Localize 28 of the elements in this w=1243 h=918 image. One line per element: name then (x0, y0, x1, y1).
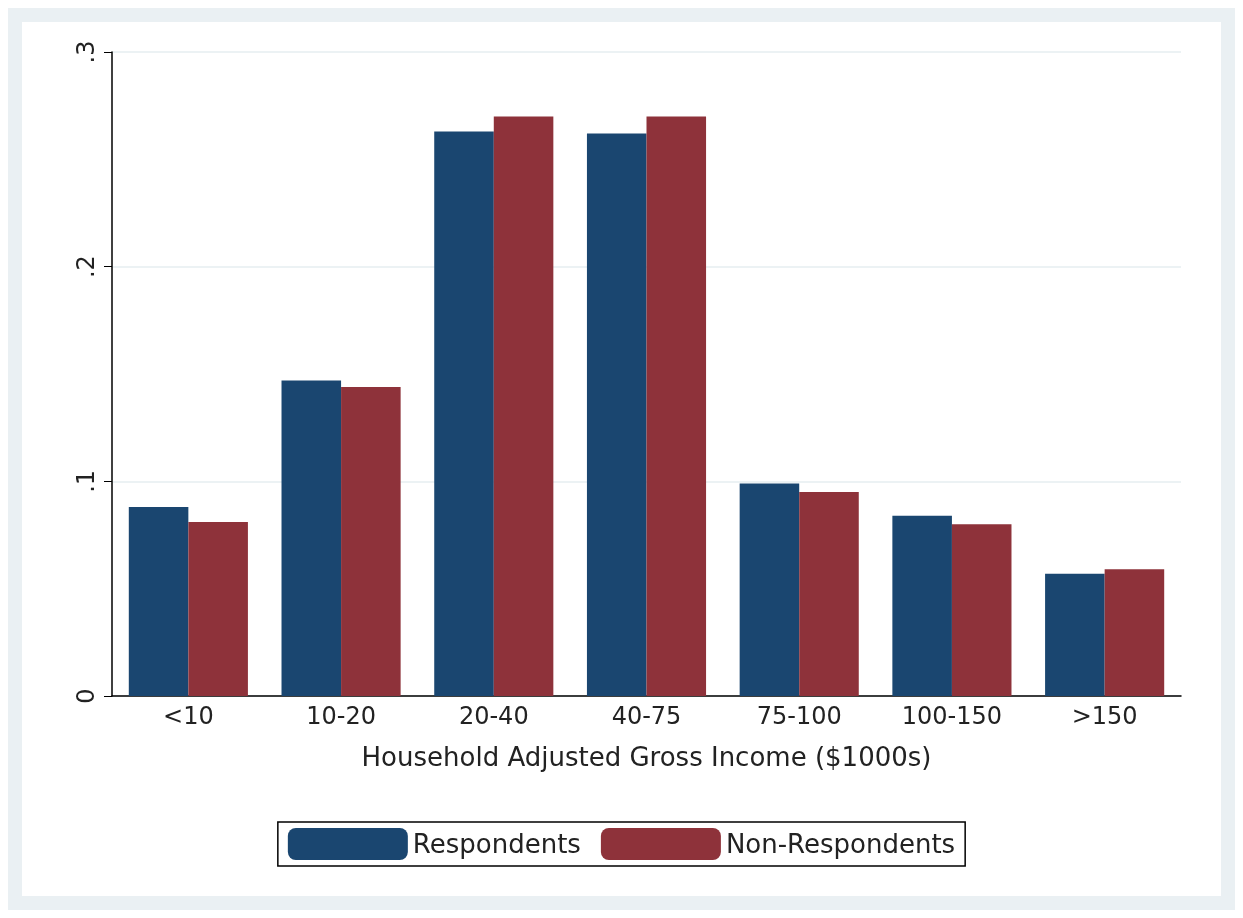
bar (434, 131, 494, 696)
x-tick-label: 40-75 (611, 702, 682, 730)
x-tick-label: >150 (1071, 702, 1138, 730)
bar (951, 524, 1012, 696)
bar (892, 515, 952, 696)
bar (799, 492, 859, 696)
legend-label: Non-Respondents (725, 829, 956, 859)
bar (188, 522, 248, 696)
bar (646, 116, 707, 696)
bar (1104, 569, 1165, 696)
x-tick-label: 100-150 (901, 702, 1003, 730)
bar (281, 380, 342, 696)
legend-label: Respondents (412, 829, 581, 859)
y-tick-label: .3 (72, 40, 100, 64)
bar (1045, 573, 1105, 696)
x-axis-title: Household Adjusted Gross Income ($1000s) (361, 742, 932, 772)
y-tick-label: 0 (72, 688, 100, 704)
x-tick-label: 75-100 (756, 702, 842, 730)
x-tick-label: 20-40 (458, 702, 529, 730)
x-tick-label: <10 (163, 702, 214, 730)
bar (586, 133, 647, 696)
bar (341, 386, 401, 696)
x-tick-label: 10-20 (306, 702, 376, 730)
bar (128, 507, 189, 696)
y-tick-label: .1 (72, 469, 100, 493)
bar (493, 116, 554, 696)
y-tick-label: .2 (72, 255, 100, 279)
bar (739, 483, 800, 696)
